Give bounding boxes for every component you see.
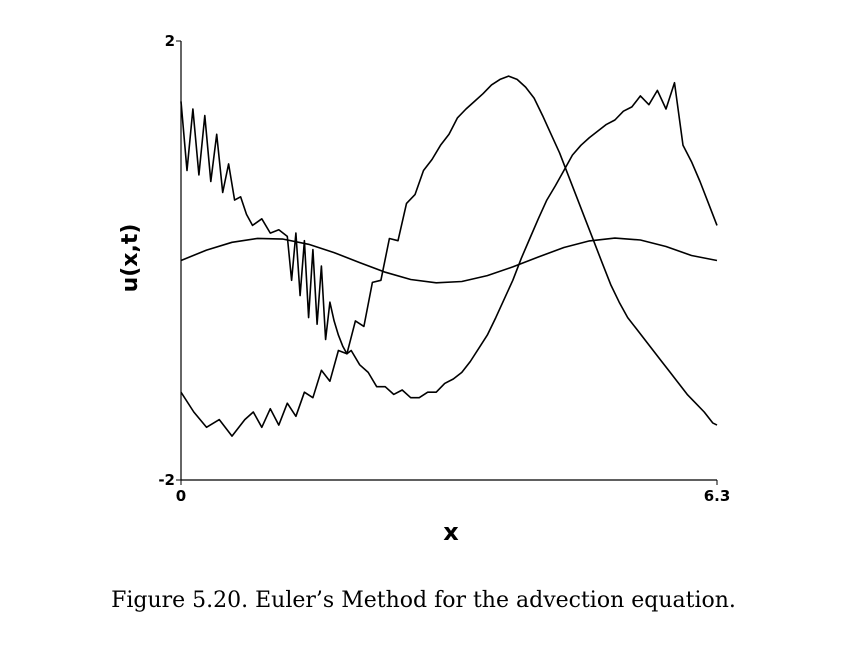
chart: 2 -20 6.3 u(x,t) x [118, 32, 730, 546]
figure-caption: Figure 5.20. Euler’s Method for the adve… [111, 588, 736, 613]
x-tick-label: 0 [176, 487, 186, 505]
series-line-3 [180, 75, 718, 437]
y-axis-label: u(x,t) [118, 224, 143, 293]
series-line-1 [180, 237, 718, 284]
axis-ticks: 2 -20 6.3 [158, 32, 730, 505]
series-line-2 [180, 81, 718, 399]
y-tick-label: 2 [165, 32, 175, 50]
x-axis-label: x [443, 518, 459, 546]
y-tick-label: -2 [158, 471, 175, 489]
chart-marks [180, 75, 718, 437]
x-tick-label: 6.3 [704, 487, 731, 505]
